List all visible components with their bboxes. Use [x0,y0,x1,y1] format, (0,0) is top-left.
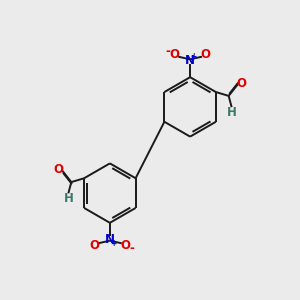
Text: H: H [63,192,73,205]
Text: O: O [170,48,180,61]
Text: O: O [89,239,99,252]
Text: N: N [185,54,195,67]
Text: O: O [236,76,246,90]
Text: -: - [129,242,134,256]
Text: -: - [166,44,171,58]
Text: H: H [227,106,237,119]
Text: O: O [120,239,130,252]
Text: O: O [54,163,64,176]
Text: +: + [190,52,197,61]
Text: +: + [110,239,117,248]
Text: N: N [105,233,115,246]
Text: O: O [201,48,211,61]
